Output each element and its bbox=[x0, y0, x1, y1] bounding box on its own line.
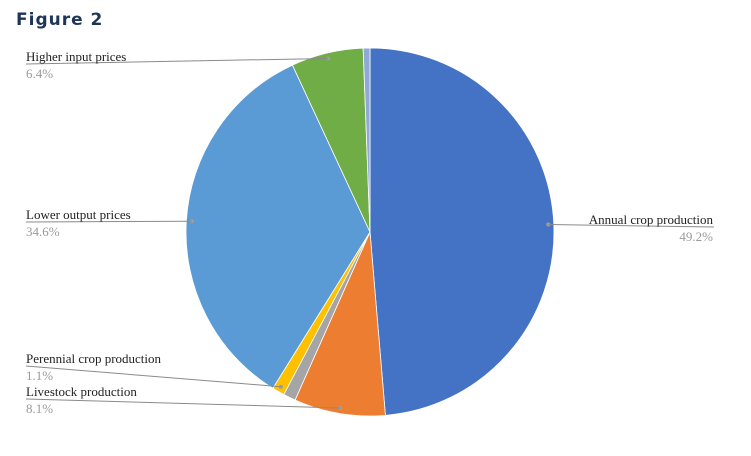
pie-slice-annual-crop-production bbox=[369, 47, 555, 416]
slice-labels: Annual crop production 49.2% Livestock pro… bbox=[26, 49, 713, 416]
slice-value-label: 49.2% bbox=[679, 229, 713, 244]
pie-slices bbox=[185, 47, 555, 417]
slice-value-label: 1.1% bbox=[26, 368, 53, 383]
leader-line bbox=[25, 398, 341, 409]
slice-value-label: 8.1% bbox=[26, 401, 53, 416]
slice-label: Livestock production bbox=[26, 384, 137, 399]
pie-slice-livestock-production bbox=[294, 231, 386, 417]
leader-line bbox=[25, 220, 192, 223]
leader-line bbox=[548, 224, 715, 228]
slice-value-label: 6.4% bbox=[26, 66, 53, 81]
slice-label: Perennial crop production bbox=[26, 351, 162, 366]
slice-value-label: 34.6% bbox=[26, 224, 60, 239]
figure-title: Figure 2 bbox=[16, 10, 104, 30]
slice-label: Annual crop production bbox=[589, 212, 714, 227]
pie-slice-6 bbox=[362, 47, 371, 233]
slice-label: Higher input prices bbox=[26, 49, 126, 64]
leader-line bbox=[25, 57, 329, 65]
leader-lines bbox=[25, 56, 715, 410]
leader-line bbox=[25, 365, 282, 388]
slice-label: Lower output prices bbox=[26, 207, 131, 222]
